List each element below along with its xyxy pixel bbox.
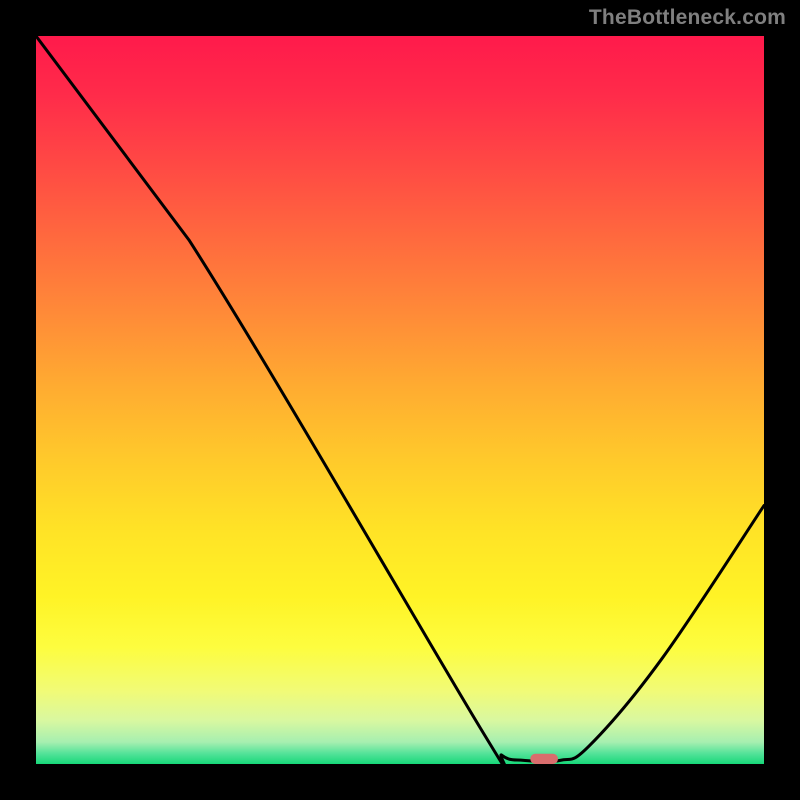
chart-svg [36, 36, 764, 764]
watermark-text: TheBottleneck.com [589, 6, 786, 30]
plot-area [36, 36, 764, 764]
optimal-marker [530, 754, 558, 764]
chart-container: TheBottleneck.com [0, 0, 800, 800]
gradient-background [36, 36, 764, 764]
